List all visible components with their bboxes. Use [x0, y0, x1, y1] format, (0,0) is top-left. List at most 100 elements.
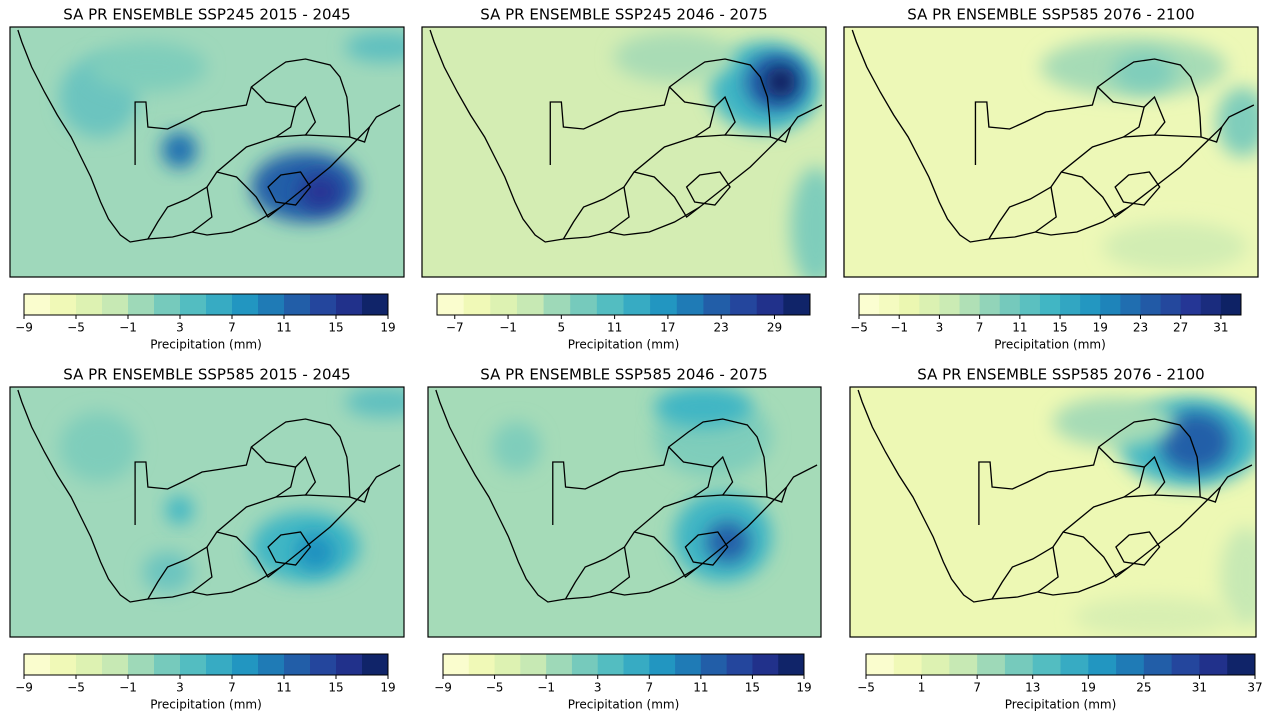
- colorbar-bin: [24, 654, 51, 675]
- colorbar-bin: [128, 294, 155, 315]
- colorbar-label: Precipitation (mm): [150, 698, 262, 712]
- panel-title: SA PR ENSEMBLE SSP245 2015 - 2045: [63, 6, 350, 24]
- colorbar-bin: [490, 294, 518, 315]
- colorbar-bin: [258, 294, 285, 315]
- colorbar-bin: [752, 654, 779, 675]
- colorbar-tick-label: 31: [1213, 321, 1228, 335]
- colorbar-tick-label: −1: [119, 321, 137, 335]
- colorbar-tick-label: 15: [1052, 321, 1067, 335]
- colorbar-frame: [436, 293, 811, 316]
- map: [843, 26, 1259, 278]
- colorbar-bin: [520, 654, 547, 675]
- colorbar-bin: [919, 294, 940, 315]
- colorbar-tick-label: 23: [1133, 321, 1148, 335]
- colorbar-tick-label: 11: [276, 681, 291, 695]
- precip-blob: [344, 387, 405, 417]
- colorbar-tick-label: −9: [15, 681, 33, 695]
- panel-title: SA PR ENSEMBLE SSP585 2015 - 2045: [63, 366, 350, 384]
- colorbar-bin: [102, 294, 129, 315]
- colorbar-tick-label: 19: [380, 321, 395, 335]
- colorbar-bin: [703, 294, 731, 315]
- colorbar-tick-label: 11: [607, 321, 622, 335]
- map-field: [844, 27, 1258, 277]
- colorbar-bin: [1032, 654, 1061, 675]
- colorbar-tick-label: −1: [890, 321, 908, 335]
- map-frame: [843, 26, 1259, 278]
- colorbar-bin: [999, 294, 1021, 315]
- colorbar-bin: [76, 294, 103, 315]
- colorbar-tick-label: 37: [1247, 681, 1262, 695]
- colorbar-label: Precipitation (mm): [1005, 698, 1117, 712]
- precip-blob: [1216, 87, 1258, 157]
- colorbar-tick-label: 19: [1081, 681, 1096, 695]
- precip-blob: [1159, 412, 1231, 472]
- precip-blob: [653, 387, 753, 427]
- map-frame: [427, 386, 822, 638]
- colorbar-label: Precipitation (mm): [568, 338, 680, 352]
- colorbar-tick-label: 11: [1012, 321, 1027, 335]
- colorbar-bin: [546, 654, 573, 675]
- colorbar-tick-label: 25: [1136, 681, 1151, 695]
- colorbar-bin: [1116, 654, 1145, 675]
- colorbar-bin: [675, 654, 702, 675]
- colorbar-bin: [284, 294, 311, 315]
- colorbar-tick-label: 23: [714, 321, 729, 335]
- colorbar-bin: [1200, 294, 1222, 315]
- colorbar-bin: [778, 654, 805, 675]
- colorbar-tick-label: 31: [1192, 681, 1207, 695]
- colorbar-bin: [939, 294, 960, 315]
- colorbar-bin: [959, 294, 981, 315]
- colorbar-bin: [543, 294, 571, 315]
- colorbar-tick-label: 3: [594, 681, 602, 695]
- colorbar-tick-label: 7: [976, 321, 984, 335]
- colorbar-bin: [76, 654, 103, 675]
- precip-blob: [295, 534, 336, 570]
- map-field: [10, 27, 405, 277]
- map: [9, 26, 405, 278]
- colorbar-bin: [623, 654, 650, 675]
- colorbar-tick-label: −1: [119, 681, 137, 695]
- colorbar-tick-label: 19: [796, 681, 811, 695]
- precip-blob: [161, 132, 198, 168]
- colorbar-bin: [623, 294, 651, 315]
- colorbar-bin: [1088, 654, 1117, 675]
- colorbar-bin: [977, 654, 1006, 675]
- map-field: [428, 387, 821, 637]
- map-frame: [421, 26, 827, 278]
- colorbar-tick-label: 15: [328, 321, 343, 335]
- colorbar-bin: [180, 294, 207, 315]
- map-frame: [849, 386, 1257, 638]
- colorbar-tick-label: 29: [767, 321, 782, 335]
- colorbar-bin: [1143, 654, 1173, 675]
- colorbar-tick-label: 7: [645, 681, 653, 695]
- colorbar-bin: [1180, 294, 1202, 315]
- colorbar-tick-label: −9: [15, 321, 33, 335]
- colorbar-bin: [879, 294, 900, 315]
- colorbar-frame: [442, 653, 805, 676]
- colorbar-bin: [468, 654, 495, 675]
- precip-blob: [1220, 527, 1256, 627]
- colorbar-bin: [310, 654, 337, 675]
- colorbar-tick-label: −5: [850, 321, 868, 335]
- precip-blob: [142, 552, 193, 592]
- precip-blob: [88, 42, 207, 92]
- colorbar-bin: [899, 294, 920, 315]
- colorbar-bin: [1004, 654, 1034, 675]
- colorbar-bin: [362, 654, 389, 675]
- colorbar-tick-label: 3: [176, 321, 184, 335]
- colorbar-bin: [180, 654, 207, 675]
- map-frame: [9, 26, 405, 278]
- colorbar-label: Precipitation (mm): [994, 338, 1106, 352]
- colorbar-tick-label: −5: [857, 681, 875, 695]
- map: [9, 386, 405, 638]
- colorbar-tick-label: 15: [328, 681, 343, 695]
- precip-blob: [1073, 597, 1236, 637]
- colorbar-bin: [1160, 294, 1182, 315]
- colorbar-bin: [730, 294, 758, 315]
- colorbar-bin: [362, 294, 389, 315]
- colorbar-bin: [1171, 654, 1200, 675]
- colorbar-bin: [443, 654, 470, 675]
- precip-blob: [1053, 397, 1175, 447]
- map: [427, 386, 822, 638]
- colorbar-tick-label: −5: [67, 681, 85, 695]
